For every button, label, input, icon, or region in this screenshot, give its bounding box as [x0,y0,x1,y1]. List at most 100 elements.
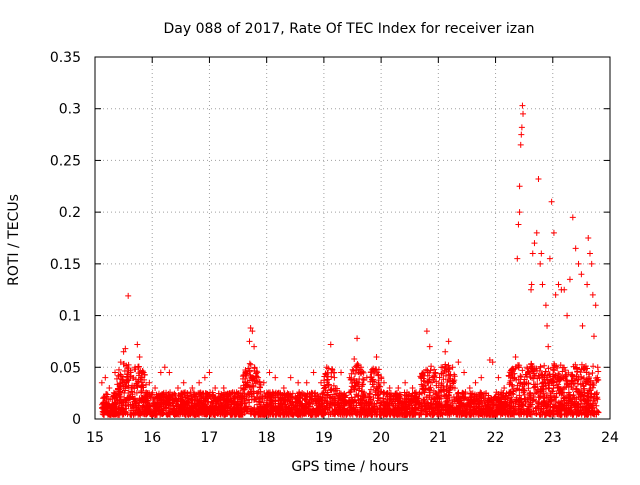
data-point [150,411,157,418]
data-point [251,343,258,350]
data-point [436,374,443,381]
data-point [142,389,149,396]
data-point [129,402,136,409]
data-point [249,374,256,381]
data-point [570,411,577,418]
data-point [174,384,181,391]
data-point [134,406,141,413]
data-point [506,379,513,386]
data-point [214,395,221,402]
data-point [440,376,447,383]
data-point [538,250,545,257]
data-point [242,379,249,386]
data-point [586,250,593,257]
data-point [128,388,135,395]
data-point [124,411,131,418]
data-point [221,403,228,410]
scatter-points [98,102,602,418]
data-point [327,387,334,394]
data-point [589,369,596,376]
data-point [133,380,140,387]
data-point [589,404,596,411]
data-point [392,410,399,417]
data-point [291,410,298,417]
data-point [272,374,279,381]
data-point [472,400,479,407]
data-point [140,369,147,376]
data-point [548,397,555,404]
data-point [547,392,554,399]
data-point [494,409,501,416]
data-point [360,377,367,384]
data-point [205,399,212,406]
data-point [445,338,452,345]
data-point [504,410,511,417]
data-point [354,335,361,342]
data-point [544,403,551,410]
data-point [113,375,120,382]
data-point [545,384,552,391]
data-point [241,400,248,407]
data-point [255,374,262,381]
data-point [369,399,376,406]
data-point [447,375,454,382]
data-point [521,410,528,417]
data-point [449,364,456,371]
x-tick-label: 17 [201,430,219,446]
data-point [287,374,294,381]
data-point [348,370,355,377]
data-point [360,381,367,388]
data-point [387,395,394,402]
data-point [112,399,119,406]
data-point [507,405,514,412]
data-point [374,369,381,376]
data-point [128,407,135,414]
data-point [319,395,326,402]
data-point [466,384,473,391]
y-tick-labels: 0 0.05 0.1 0.15 0.2 0.25 0.3 0.35 [50,50,81,428]
data-point [445,399,452,406]
data-point [573,385,580,392]
data-point [171,395,178,402]
data-point [565,389,572,396]
data-point [113,405,120,412]
y-tick-label: 0 [72,412,81,428]
data-point [250,410,257,417]
data-point [432,391,439,398]
data-point [367,396,374,403]
data-point [497,408,504,415]
data-point [386,384,393,391]
data-point [444,395,451,402]
data-point [206,369,213,376]
data-point [583,369,590,376]
y-tick-label: 0.15 [50,257,81,273]
data-point [457,407,464,414]
data-point [324,400,331,407]
data-point [557,400,564,407]
data-point [243,372,250,379]
data-point [430,401,437,408]
data-point [558,374,565,381]
data-point [355,387,362,394]
data-point [220,391,227,398]
data-point [493,402,500,409]
data-point [451,396,458,403]
data-point [535,399,542,406]
data-point [537,260,544,267]
data-point [485,402,492,409]
data-point [546,255,553,262]
data-point [346,374,353,381]
data-point [215,390,222,397]
data-point [413,395,420,402]
data-point [402,379,409,386]
data-point [528,281,535,288]
data-point [564,312,571,319]
data-point [164,411,171,418]
data-point [580,396,587,403]
data-point [517,141,524,148]
data-point [574,380,581,387]
data-point [407,396,414,403]
data-point [466,411,473,418]
